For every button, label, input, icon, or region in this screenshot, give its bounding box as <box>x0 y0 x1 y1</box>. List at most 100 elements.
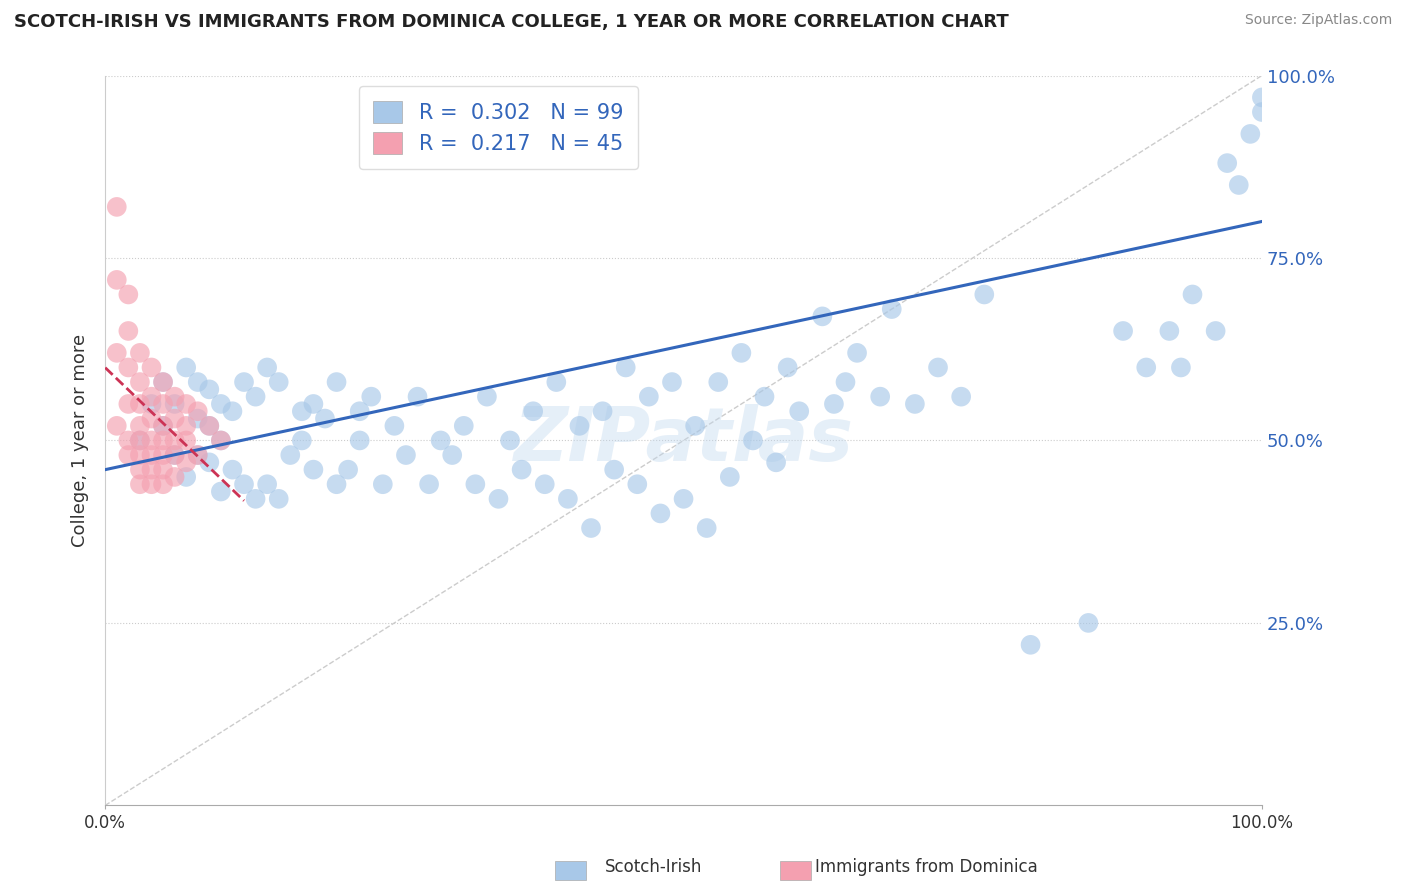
Point <box>105 273 128 287</box>
Point <box>742 434 765 448</box>
Point <box>163 397 186 411</box>
Point <box>129 397 152 411</box>
Point <box>198 418 221 433</box>
Point <box>441 448 464 462</box>
Point <box>418 477 440 491</box>
Point <box>453 418 475 433</box>
Point <box>152 448 174 462</box>
Point <box>603 463 626 477</box>
Point <box>499 434 522 448</box>
Point <box>129 448 152 462</box>
Point <box>730 346 752 360</box>
Point <box>198 382 221 396</box>
Point <box>626 477 648 491</box>
Point <box>256 360 278 375</box>
Point <box>1181 287 1204 301</box>
Point <box>152 477 174 491</box>
Point <box>163 448 186 462</box>
Point <box>325 375 347 389</box>
Point <box>245 390 267 404</box>
Point <box>221 404 243 418</box>
Legend: R =  0.302   N = 99, R =  0.217   N = 45: R = 0.302 N = 99, R = 0.217 N = 45 <box>359 86 638 169</box>
Point <box>209 434 232 448</box>
Point <box>880 301 903 316</box>
Point <box>152 418 174 433</box>
Point <box>163 470 186 484</box>
Point <box>187 404 209 418</box>
Y-axis label: College, 1 year or more: College, 1 year or more <box>72 334 89 547</box>
Point <box>105 200 128 214</box>
Text: Source: ZipAtlas.com: Source: ZipAtlas.com <box>1244 13 1392 28</box>
Point <box>174 470 197 484</box>
Point <box>129 418 152 433</box>
Point <box>129 477 152 491</box>
Point <box>129 346 152 360</box>
Point <box>105 418 128 433</box>
Point <box>823 397 845 411</box>
Point <box>174 418 197 433</box>
Point <box>117 434 139 448</box>
Point <box>869 390 891 404</box>
Point <box>650 507 672 521</box>
Point <box>846 346 869 360</box>
Point <box>163 390 186 404</box>
Point <box>522 404 544 418</box>
Point <box>129 434 152 448</box>
Point <box>811 310 834 324</box>
Point <box>209 397 232 411</box>
Point <box>1239 127 1261 141</box>
Point <box>198 455 221 469</box>
Point <box>718 470 741 484</box>
Point <box>325 477 347 491</box>
Point <box>141 360 163 375</box>
Point <box>141 463 163 477</box>
Point <box>927 360 949 375</box>
Point <box>129 375 152 389</box>
Point <box>187 448 209 462</box>
Point <box>105 346 128 360</box>
Point <box>1205 324 1227 338</box>
Point <box>256 477 278 491</box>
Point <box>117 324 139 338</box>
Point <box>291 404 314 418</box>
Text: SCOTCH-IRISH VS IMMIGRANTS FROM DOMINICA COLLEGE, 1 YEAR OR MORE CORRELATION CHA: SCOTCH-IRISH VS IMMIGRANTS FROM DOMINICA… <box>14 13 1010 31</box>
Point <box>291 434 314 448</box>
Point <box>209 484 232 499</box>
Point <box>1019 638 1042 652</box>
Point <box>152 463 174 477</box>
Point <box>973 287 995 301</box>
Point <box>187 375 209 389</box>
Point <box>904 397 927 411</box>
Point <box>174 360 197 375</box>
Point <box>384 418 406 433</box>
Point <box>141 477 163 491</box>
Point <box>614 360 637 375</box>
Point <box>395 448 418 462</box>
Point <box>1170 360 1192 375</box>
Point <box>371 477 394 491</box>
Point <box>1112 324 1135 338</box>
Point <box>1159 324 1181 338</box>
Point <box>568 418 591 433</box>
Point <box>141 434 163 448</box>
Point <box>683 418 706 433</box>
Point <box>1135 360 1157 375</box>
Point <box>221 463 243 477</box>
Point <box>834 375 856 389</box>
Point <box>360 390 382 404</box>
Point <box>267 491 290 506</box>
Point <box>488 491 510 506</box>
Point <box>152 397 174 411</box>
Point <box>349 434 371 448</box>
Point <box>707 375 730 389</box>
Point <box>406 390 429 404</box>
Point <box>429 434 451 448</box>
Point <box>141 448 163 462</box>
Point <box>475 390 498 404</box>
Point <box>776 360 799 375</box>
Point <box>349 404 371 418</box>
Point <box>765 455 787 469</box>
Point <box>278 448 301 462</box>
Point <box>1227 178 1250 192</box>
Point <box>117 448 139 462</box>
